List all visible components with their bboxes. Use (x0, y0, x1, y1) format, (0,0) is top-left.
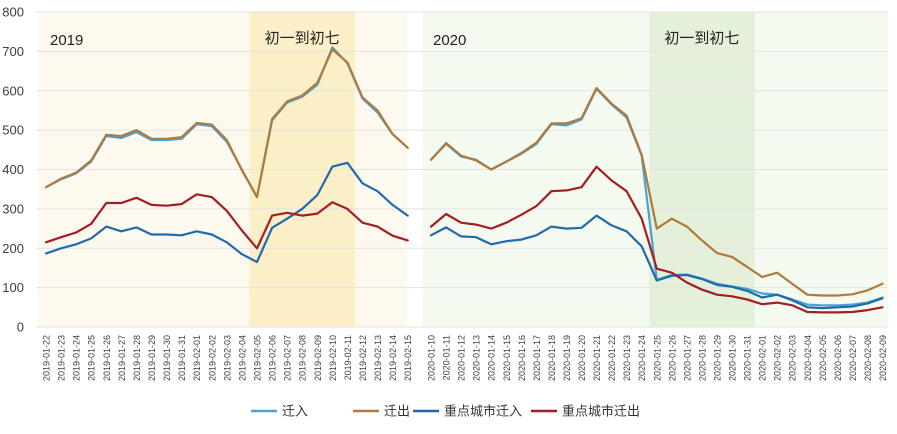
year-label-2019: 2019 (50, 32, 83, 49)
x-tick-label: 2020-01-26 (667, 335, 677, 381)
x-tick-label: 2020-01-23 (622, 335, 632, 381)
x-tick-label: 2020-02-07 (848, 335, 858, 381)
x-tick-label: 2019-02-06 (268, 335, 278, 381)
series-line-2019-1 (44, 48, 409, 199)
x-tick-label: 2020-02-02 (773, 335, 783, 381)
y-tick-label: 800 (2, 5, 24, 20)
x-tick-label: 2020-01-12 (457, 335, 467, 381)
x-tick-label: 2019-02-12 (358, 335, 368, 381)
x-tick-label: 2020-02-08 (863, 335, 873, 381)
holiday-band-label: 初一到初七 (664, 30, 739, 47)
x-tick-label: 2020-02-04 (803, 335, 813, 381)
x-tick-label: 2020-01-14 (487, 335, 497, 381)
x-tick-label: 2020-01-11 (442, 335, 452, 380)
series-line-2019-2 (44, 161, 409, 264)
legend-label: 迁出 (384, 404, 410, 419)
x-tick-label: 2019-01-23 (57, 335, 67, 381)
panel-labels: 2019 初一到初七 2020 初一到初七 (50, 30, 739, 49)
x-tick-label: 2020-01-30 (728, 335, 738, 381)
x-tick-label: 2020-01-22 (607, 335, 617, 381)
x-tick-label: 2019-01-29 (147, 335, 157, 381)
x-tick-label: 2019-01-25 (87, 335, 97, 381)
x-tick-label: 2020-01-15 (502, 335, 512, 381)
y-tick-label: 400 (2, 162, 24, 177)
x-tick-label: 2019-02-10 (328, 335, 338, 381)
legend-label: 重点城市迁出 (562, 404, 640, 419)
legend-label: 迁入 (282, 404, 308, 419)
y-tick-label: 100 (2, 280, 24, 295)
series-line-2020-1 (429, 86, 884, 297)
x-tick-label: 2019-02-13 (373, 335, 383, 381)
series-line-2020-2 (429, 214, 884, 310)
x-tick-label: 2019-01-31 (177, 335, 187, 381)
holiday-band-label: 初一到初七 (265, 30, 340, 47)
x-tick-label: 2020-02-05 (818, 335, 828, 381)
x-tick-label: 2019-02-02 (207, 335, 217, 381)
x-tick-label: 2020-01-25 (652, 335, 662, 381)
y-tick-label: 600 (2, 83, 24, 98)
x-tick-label: 2020-01-17 (532, 335, 542, 381)
x-tick-label: 2020-01-19 (562, 335, 572, 381)
x-tick-label: 2020-02-01 (758, 335, 768, 381)
series-lines (44, 46, 884, 314)
x-tick-label: 2019-01-30 (162, 335, 172, 381)
x-tick-label: 2020-01-18 (547, 335, 557, 381)
x-tick-label: 2019-02-15 (403, 335, 413, 381)
legend-label: 重点城市迁入 (444, 404, 522, 419)
y-tick-label: 500 (2, 123, 24, 138)
x-tick-label: 2019-02-05 (253, 335, 263, 381)
x-tick-label: 2019-02-08 (298, 335, 308, 381)
x-tick-label: 2019-01-26 (102, 335, 112, 381)
y-tick-label: 700 (2, 44, 24, 59)
x-tick-label: 2020-02-09 (878, 335, 888, 381)
y-tick-label: 200 (2, 241, 24, 256)
x-tick-label: 2020-01-24 (637, 335, 647, 381)
year-label-2020: 2020 (433, 32, 466, 49)
x-tick-label: 2019-02-04 (237, 335, 247, 381)
x-tick-label: 2020-01-13 (472, 335, 482, 381)
x-tick-label: 2019-01-24 (72, 335, 82, 381)
x-tick-label: 2020-01-10 (427, 335, 437, 381)
x-tick-label: 2019-02-14 (388, 335, 398, 381)
x-tick-label: 2019-02-07 (283, 335, 293, 381)
series-line-2019-3 (44, 193, 409, 250)
x-tick-label: 2020-02-03 (788, 335, 798, 381)
x-axis-ticks: 2019-01-22 2019-01-23 2019-01-24 2019-01-25… (42, 335, 889, 381)
x-tick-label: 2019-01-27 (117, 335, 127, 381)
x-tick-label: 2020-01-16 (517, 335, 527, 381)
x-tick-label: 2019-02-09 (313, 335, 323, 381)
x-tick-label: 2020-01-27 (682, 335, 692, 381)
y-tick-label: 300 (2, 201, 24, 216)
x-tick-label: 2020-01-21 (592, 335, 602, 381)
legend: 迁入 迁出 重点城市迁入 重点城市迁出 (251, 404, 640, 419)
x-tick-label: 2020-01-28 (697, 335, 707, 381)
y-tick-label: 0 (17, 320, 24, 335)
y-axis-ticks: 0 100 200 300 400 500 600 700 800 (2, 5, 24, 335)
x-tick-label: 2019-01-22 (42, 335, 52, 381)
x-tick-label: 2019-02-03 (222, 335, 232, 381)
x-tick-label: 2020-01-31 (743, 335, 753, 381)
x-tick-label: 2020-01-29 (713, 335, 723, 381)
x-tick-label: 2020-02-06 (833, 335, 843, 381)
series-line-2020-3 (429, 165, 884, 314)
x-tick-label: 2019-02-11 (343, 335, 353, 380)
x-tick-label: 2020-01-20 (577, 335, 587, 381)
x-tick-label: 2019-01-28 (132, 335, 142, 381)
x-tick-label: 2019-02-01 (192, 335, 202, 381)
